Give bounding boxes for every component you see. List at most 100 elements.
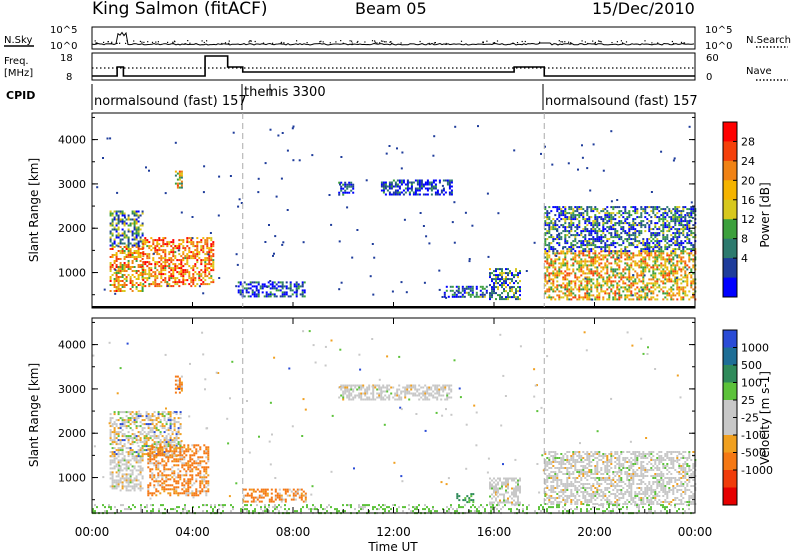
power-cell [662,228,665,231]
power-cell [548,294,551,297]
power-cell [584,276,587,279]
power-cell [556,228,559,231]
power-cell [190,239,193,242]
velocity-cell [201,460,204,463]
power-cell [654,258,657,261]
power-cell [556,258,559,261]
power-cell [612,216,615,219]
power-cell [511,278,513,281]
power-cell [554,238,557,241]
power-cell [164,281,167,284]
power-cell [137,228,140,231]
power-cell-sparse [648,247,651,250]
power-cell-sparse [556,229,558,232]
power-cell [658,268,661,271]
velocity-cell [179,478,182,481]
power-cell [594,240,597,243]
velocity-cell [123,485,126,488]
power-cell [634,236,637,239]
power-cell [174,265,177,268]
power-cell-sparse [280,177,283,180]
power-cell [662,208,665,211]
velocity-cell [127,473,130,476]
velocity-cell [205,476,208,479]
velocity-cell [121,485,124,488]
power-cell [670,228,673,231]
velocity-cell [145,439,148,442]
power-cell [656,278,659,281]
power-cell [176,186,179,189]
power-cell [650,228,653,231]
power-cell [544,250,547,253]
power-cell [646,244,649,247]
velocity-cell [185,482,188,485]
velocity-cell [284,490,287,493]
velocity-cell [193,444,196,447]
power-cell [148,253,151,256]
power-cell [604,222,607,225]
power-cell [141,210,144,213]
power-cell [200,249,203,252]
power-cell [182,257,185,260]
power-cell-sparse [180,211,183,214]
power-cell [123,246,126,248]
power-cell [206,239,209,242]
velocity-cell [113,461,116,464]
velocity-cell [250,494,253,497]
power-cell [656,250,659,253]
velocity-cell [176,379,179,382]
power-cell [434,191,437,194]
power-cell [558,262,561,265]
power-cell [560,238,563,241]
power-cell [295,293,298,296]
velocity-cell [145,445,148,448]
power-cell [139,282,142,284]
power-cell [261,285,264,288]
velocity-cell [207,450,210,453]
power-cell [491,286,493,289]
power-cell [202,251,205,254]
power-cell-sparse [311,154,314,157]
power-cell [121,274,124,276]
power-cell [616,282,619,285]
power-cell [196,273,199,276]
velocity-cell [133,487,136,490]
nsearch-point [306,42,308,44]
power-cell [640,222,643,225]
power-cell [550,226,553,229]
power-cell-sparse [117,245,120,248]
power-cell-sparse [616,199,619,201]
power-cell [212,265,215,268]
power-cell [119,240,122,243]
velocity-cell [175,488,178,491]
power-cell [121,212,124,215]
velocity-cell [176,387,179,390]
power-cell [572,222,575,225]
power-cell [188,275,191,278]
velocity-cell [117,475,120,478]
velocity-cell [201,480,204,483]
power-cell [121,232,124,235]
velocity-cell [250,496,253,499]
velocity-cell [147,413,150,416]
nsearch-point [390,41,392,43]
power-cell [182,281,185,284]
power-cell [584,220,587,223]
power-cell [638,274,641,277]
velocity-cell [109,461,112,464]
velocity-cell [169,425,172,428]
power-cell [303,281,306,284]
power-cell [239,289,242,292]
power-cell [628,254,631,257]
power-cell [552,248,555,251]
power-cell [570,218,573,221]
power-cell [346,191,349,194]
power-cell [552,278,555,281]
power-cell [146,261,149,264]
power-cell [146,273,149,276]
power-cell [578,216,581,219]
power-cell [160,281,163,284]
velocity-cell [129,473,132,476]
power-cell [612,298,615,301]
